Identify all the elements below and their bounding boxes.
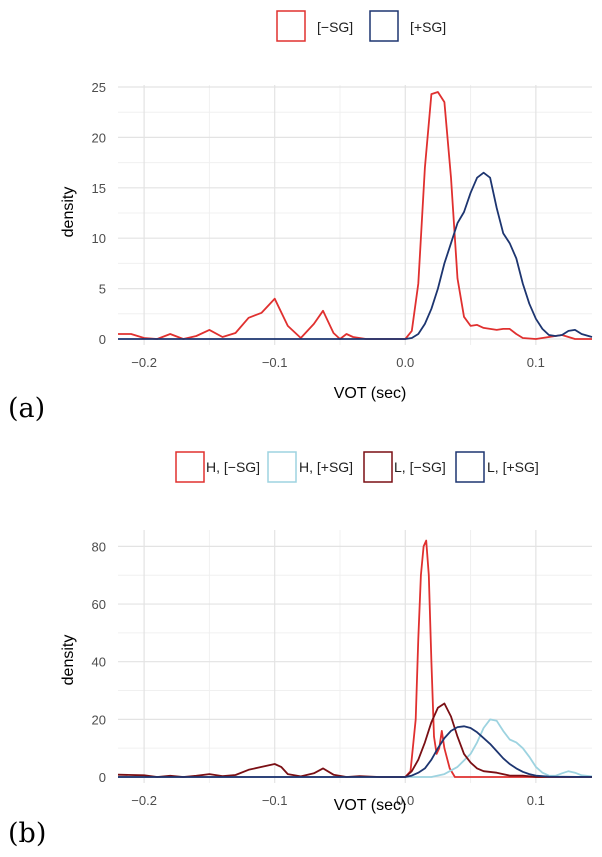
legend-b-key-h-pos-sg xyxy=(267,451,297,483)
panel-a-x-axis-title: VOT (sec) xyxy=(334,385,407,402)
panel-a-lines xyxy=(118,91,593,340)
x-tick-label: −0.1 xyxy=(262,793,288,808)
panel-a-y-axis-title: density xyxy=(60,187,77,238)
legend-b-label-l-neg-sg: L, [−SG] xyxy=(394,459,446,475)
legend-b: H, [−SG] H, [+SG] L, [−SG] L, [+SG] xyxy=(175,451,539,483)
legend-b-label-h-neg-sg: H, [−SG] xyxy=(206,459,260,475)
legend-a-key-pos-sg xyxy=(369,10,399,42)
panel-b-x-axis-title: VOT (sec) xyxy=(334,797,407,814)
y-tick-label: 15 xyxy=(92,181,106,196)
panel-b: 0 20 40 60 80 −0.2 −0.1 0.0 0.1 density VOT (se… xyxy=(8,530,593,849)
density-line xyxy=(118,725,593,778)
panel-a-label: (a) xyxy=(8,393,45,424)
legend-a-label-pos-sg: [+SG] xyxy=(410,19,446,35)
density-line xyxy=(118,171,593,340)
y-tick-label: 5 xyxy=(99,282,106,297)
legend-b-key-l-neg-sg xyxy=(363,451,393,483)
density-line xyxy=(118,539,592,778)
x-tick-label: 0.1 xyxy=(527,793,545,808)
panel-a: 0 5 10 15 20 25 −0.2 −0.1 0.0 0.1 density VOT (s… xyxy=(8,80,593,424)
panel-a-yticks: 0 5 10 15 20 25 xyxy=(92,80,106,347)
x-tick-label: 0.1 xyxy=(527,355,545,370)
legend-a: [−SG] [+SG] xyxy=(276,10,446,42)
panel-b-y-axis-title: density xyxy=(60,635,77,686)
y-tick-label: 20 xyxy=(92,712,106,727)
density-line xyxy=(117,702,592,778)
legend-b-key-l-pos-sg xyxy=(455,451,485,483)
y-tick-label: 60 xyxy=(92,597,106,612)
panel-b-yticks: 0 20 40 60 80 xyxy=(92,539,106,785)
legend-b-label-h-pos-sg: H, [+SG] xyxy=(299,459,353,475)
y-tick-label: 0 xyxy=(99,770,106,785)
legend-a-key-neg-sg xyxy=(276,10,306,42)
y-tick-label: 40 xyxy=(92,655,106,670)
x-tick-label: 0.0 xyxy=(396,793,414,808)
panel-b-xticks: −0.2 −0.1 0.0 0.1 xyxy=(131,793,545,808)
panel-b-label: (b) xyxy=(8,818,46,849)
panel-b-grid xyxy=(118,530,592,783)
y-tick-label: 0 xyxy=(99,332,106,347)
legend-b-label-l-pos-sg: L, [+SG] xyxy=(487,459,539,475)
panel-a-grid xyxy=(118,85,592,345)
y-tick-label: 80 xyxy=(92,539,106,554)
density-line xyxy=(118,91,592,340)
legend-b-key-h-neg-sg xyxy=(175,451,205,483)
x-tick-label: −0.2 xyxy=(131,793,157,808)
x-tick-label: −0.2 xyxy=(131,355,157,370)
y-tick-label: 20 xyxy=(92,130,106,145)
panel-b-lines xyxy=(117,539,593,778)
y-tick-label: 10 xyxy=(92,231,106,246)
x-tick-label: −0.1 xyxy=(262,355,288,370)
y-tick-label: 25 xyxy=(92,80,106,95)
legend-a-label-neg-sg: [−SG] xyxy=(317,19,353,35)
panel-a-xticks: −0.2 −0.1 0.0 0.1 xyxy=(131,355,545,370)
x-tick-label: 0.0 xyxy=(396,355,414,370)
